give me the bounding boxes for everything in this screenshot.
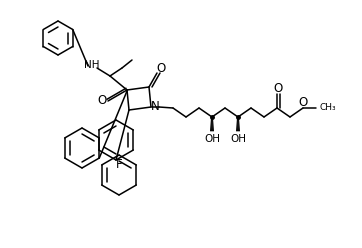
Text: N: N [151,100,159,114]
Text: O: O [273,82,283,94]
Text: O: O [298,96,308,110]
Text: O: O [97,93,107,106]
Text: NH: NH [84,60,100,70]
Text: O: O [156,62,166,75]
Text: F: F [116,157,122,171]
Text: OH: OH [204,134,220,144]
Text: OH: OH [230,134,246,144]
Text: CH₃: CH₃ [320,103,337,113]
